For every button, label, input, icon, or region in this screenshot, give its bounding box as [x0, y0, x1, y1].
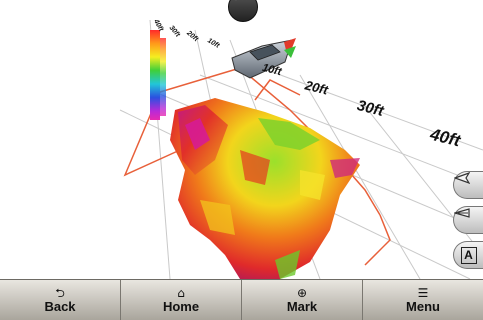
- home-icon: ⌂: [177, 287, 185, 300]
- back-label: Back: [44, 300, 75, 314]
- bottom-toolbar: ⮌ Back ⌂ Home ⊕ Mark ☰ Menu: [0, 279, 483, 320]
- view-narrow-icon: [454, 207, 470, 219]
- sonar-scene: [0, 0, 483, 279]
- crosshair-icon: ⊕: [297, 287, 307, 300]
- zoom-in-button[interactable]: [453, 206, 483, 234]
- bottom-terrain: [170, 98, 360, 279]
- menu-button[interactable]: ☰ Menu: [363, 280, 483, 320]
- auto-glyph: A: [461, 247, 477, 264]
- mark-label: Mark: [287, 300, 317, 314]
- chevron-down-icon: [229, 0, 243, 1]
- back-arrow-icon: ⮌: [55, 287, 65, 300]
- auto-button[interactable]: A: [453, 241, 483, 269]
- depth-color-scale: [150, 30, 160, 120]
- view-wide-icon: [454, 172, 470, 184]
- menu-icon: ☰: [418, 287, 429, 300]
- home-button[interactable]: ⌂ Home: [121, 280, 242, 320]
- sonar-3d-view[interactable]: 40ft 30ft 20ft 10ft 10ft 20ft 30ft 40ft …: [0, 0, 483, 279]
- menu-label: Menu: [406, 300, 440, 314]
- zoom-out-button[interactable]: [453, 171, 483, 199]
- home-label: Home: [163, 300, 199, 314]
- back-button[interactable]: ⮌ Back: [0, 280, 121, 320]
- mark-button[interactable]: ⊕ Mark: [242, 280, 363, 320]
